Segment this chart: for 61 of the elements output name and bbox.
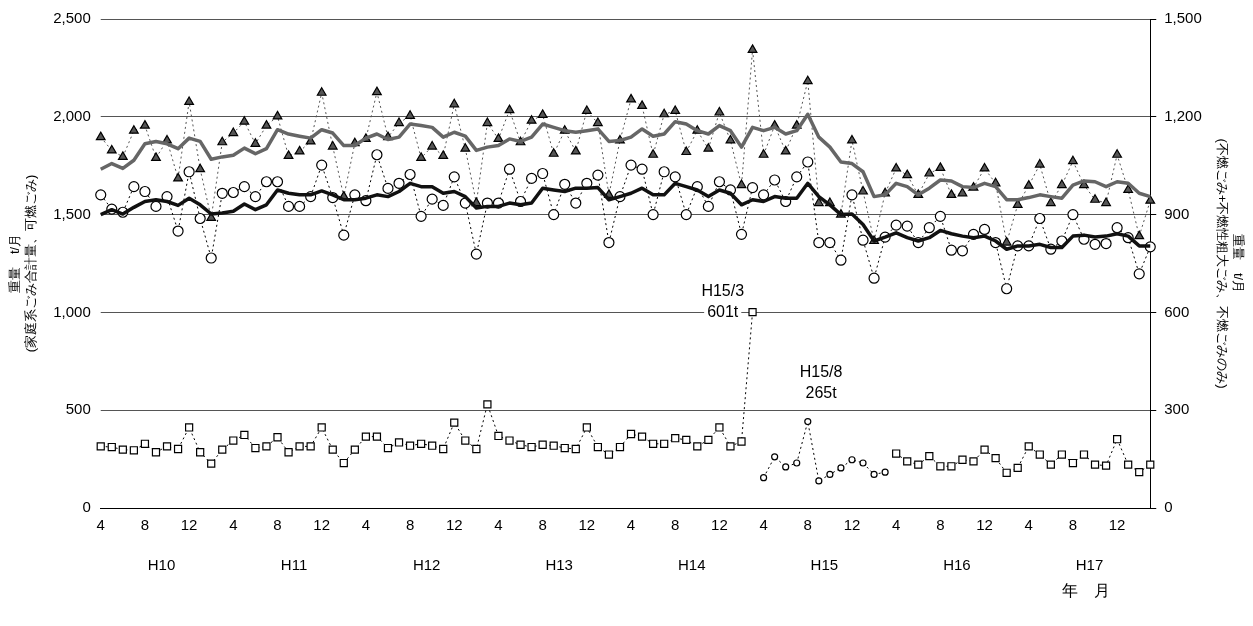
x-tick-label: 4 <box>892 516 901 534</box>
x-tick-label: 4 <box>1024 516 1033 534</box>
point <box>771 453 779 461</box>
text: H13 <box>545 556 573 574</box>
y-tick-label: 1,000 <box>53 302 91 320</box>
y2-tick-label: 900 <box>1164 204 1190 222</box>
x-tick-label: 4 <box>229 516 238 534</box>
x-tick-label: 12 <box>843 516 861 534</box>
point <box>826 470 834 479</box>
y-tick-label: 500 <box>65 400 91 418</box>
x-tick-label: 12 <box>578 516 596 534</box>
x-tick-label: 8 <box>803 516 812 534</box>
y-tick-label: 1,500 <box>53 204 91 222</box>
x-tick-label: 4 <box>494 516 503 534</box>
x-tick-label: 12 <box>313 516 331 534</box>
x-axis-title: 年 月 <box>1062 582 1111 600</box>
x-tick-label: 8 <box>405 516 415 534</box>
point <box>815 477 823 485</box>
point <box>870 470 878 479</box>
text: H14 <box>678 556 706 574</box>
y2-tick-label: 0 <box>1164 498 1173 516</box>
text: H16 <box>943 556 971 574</box>
point <box>859 459 867 467</box>
x-tick-label: 8 <box>671 516 680 534</box>
annotation: H15/8 265t <box>799 363 843 402</box>
point <box>760 474 768 482</box>
y2-tick-label: 300 <box>1164 400 1190 418</box>
x-tick-label: 8 <box>273 516 282 534</box>
x-tick-label: 8 <box>1068 516 1078 534</box>
text: H11 <box>280 556 308 574</box>
text: H12 <box>412 556 441 574</box>
x-tick-label: 4 <box>361 516 371 534</box>
x-tick-label: 4 <box>759 516 768 534</box>
y2-tick-label: 1,200 <box>1164 106 1202 124</box>
x-tick-label: 4 <box>96 516 105 534</box>
point <box>804 418 812 426</box>
annotation: H15/3 601t <box>701 282 745 321</box>
text: H15 <box>810 556 839 574</box>
x-tick-label: 4 <box>626 516 636 534</box>
x-tick-label: 12 <box>1108 516 1126 534</box>
x-tick-label: 8 <box>538 516 547 534</box>
point <box>793 459 801 467</box>
y-tick-label: 2,000 <box>53 106 91 124</box>
y2-tick-label: 1,500 <box>1164 9 1202 27</box>
x-tick-label: 8 <box>140 516 150 534</box>
point <box>837 464 845 472</box>
x-tick-label: 12 <box>445 516 463 534</box>
y2-tick-label: 600 <box>1164 302 1190 320</box>
point <box>782 463 790 471</box>
text: H17 <box>1075 556 1104 574</box>
point <box>848 456 856 464</box>
x-tick-label: 12 <box>180 516 198 534</box>
x-tick-label: 12 <box>976 516 993 534</box>
y-axis-title: 重量 t/月 (家庭系ごみ合計量、可燃ごみ) <box>7 174 38 353</box>
y-tick-label: 0 <box>82 498 91 516</box>
point <box>881 468 889 476</box>
x-tick-label: 12 <box>711 516 728 534</box>
x-tick-label: 8 <box>936 516 945 534</box>
text: H10 <box>147 556 176 574</box>
y-tick-label: 2,500 <box>53 9 91 27</box>
y2-axis-title: 重量 t/月 (不燃ごみ+不燃性粗大ごみ、不燃ごみのみ) <box>1215 138 1246 389</box>
